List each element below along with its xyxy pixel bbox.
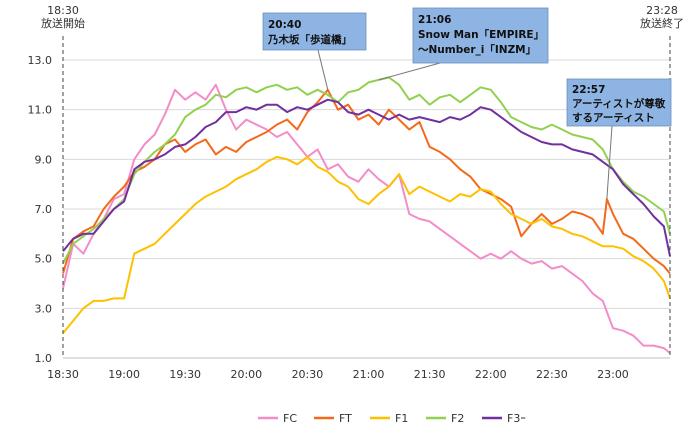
callout-line: するアーティスト [572, 112, 655, 124]
x-tick-label: 23:00 [597, 368, 629, 381]
legend-label: FC [283, 412, 297, 425]
callout-line: アーティストが尊敬 [572, 97, 666, 110]
y-tick-label: 1.0 [35, 352, 53, 365]
callout-line: Snow Man「EMPIRE」 [418, 28, 544, 41]
end-marker-time: 23:28 [646, 4, 678, 17]
series-line-fc [62, 83, 671, 354]
legend-label: F3ｰ [507, 412, 526, 425]
x-tick-label: 20:30 [292, 368, 324, 381]
series-line-f2 [62, 76, 671, 265]
x-axis-ticks: 18:30 19:00 19:30 20:00 20:30 21:00 21:30 22:00… [47, 357, 670, 381]
y-tick-label: 11.0 [28, 104, 53, 117]
legend: FC FT F1 F2 F3ｰ [258, 412, 526, 425]
y-tick-label: 5.0 [35, 253, 53, 266]
y-tick-label: 3.0 [35, 302, 53, 315]
series-line-f3 [62, 98, 671, 257]
callout-line: 20:40 [268, 19, 301, 31]
x-tick-label: 20:00 [230, 368, 262, 381]
x-tick-label: 22:30 [536, 368, 568, 381]
start-marker-time: 18:30 [47, 4, 79, 17]
callout-3: 22:57 アーティストが尊敬 するアーティスト [566, 78, 672, 200]
end-marker-label: 放送終了 [640, 16, 684, 30]
callout-pointer [317, 49, 329, 90]
series-line-f1 [62, 155, 671, 334]
y-tick-label: 7.0 [35, 203, 53, 216]
legend-label: F1 [395, 412, 408, 425]
x-tick-label: 22:00 [475, 368, 507, 381]
y-axis-ticks: 1.0 3.0 5.0 7.0 9.0 11.0 13.0 [28, 54, 53, 365]
y-tick-label: 9.0 [35, 153, 53, 166]
legend-label: FT [339, 412, 352, 425]
callout-box [566, 78, 672, 127]
callout-pointer [378, 62, 441, 81]
end-marker: 23:28 放送終了 [640, 4, 684, 358]
callout-line: 22:57 [572, 84, 605, 96]
x-tick-label: 21:00 [353, 368, 385, 381]
x-tick-label: 19:00 [108, 368, 140, 381]
x-tick-label: 18:30 [47, 368, 79, 381]
x-tick-label: 19:30 [169, 368, 201, 381]
callout-line: ～Number_i「INZM」 [418, 43, 536, 56]
callout-pointer [606, 125, 613, 200]
callout-line: 乃木坂「歩道橋」 [267, 33, 352, 46]
start-marker-label: 放送開始 [41, 16, 85, 30]
start-marker: 18:30 放送開始 [41, 4, 85, 358]
callout-1: 20:40 乃木坂「歩道橋」 [262, 12, 367, 90]
callout-box [262, 12, 367, 51]
legend-label: F2 [451, 412, 464, 425]
callout-2: 21:06 Snow Man「EMPIRE」 ～Number_i「INZM」 [378, 7, 549, 81]
series-lines [62, 76, 671, 354]
callout-box [412, 7, 549, 64]
x-tick-label: 21:30 [414, 368, 446, 381]
y-tick-label: 13.0 [28, 54, 53, 67]
callout-line: 21:06 [418, 14, 451, 26]
